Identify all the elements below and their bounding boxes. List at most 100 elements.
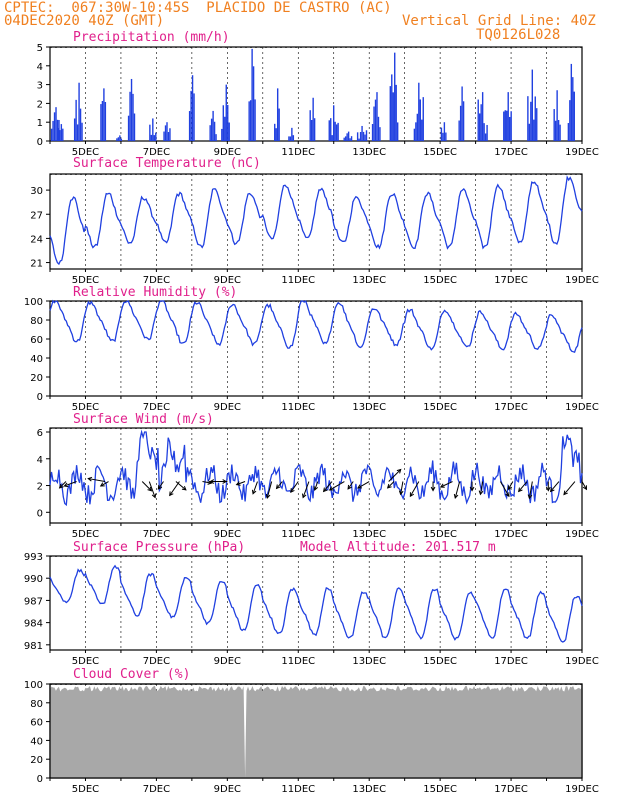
precip-bar: [81, 122, 83, 141]
cloud-ytick-label: 80: [30, 699, 43, 710]
wind-arrow-head: [99, 482, 105, 487]
wind-arrow-head: [235, 481, 241, 486]
wind-arrow-head: [453, 493, 459, 499]
humidity-xtick-label: 7DEC: [143, 402, 170, 413]
wind-arrow-shaft: [175, 481, 187, 491]
precip-xtick-label: 17DEC: [494, 147, 528, 158]
wind-arrow-head: [275, 484, 281, 490]
wind-arrow-head: [290, 488, 295, 494]
cloud-ytick-label: 20: [30, 755, 43, 766]
precip-bar: [210, 118, 213, 141]
precip-bar: [60, 124, 63, 141]
humidity-xtick-label: 13DEC: [352, 402, 386, 413]
precip-bar: [376, 92, 378, 141]
wind-arrow-shaft: [387, 481, 395, 489]
precip-bar: [132, 93, 134, 141]
wind-line: [49, 429, 583, 507]
precip-bar: [419, 99, 421, 141]
precip-bar: [481, 92, 484, 141]
wind-arrow-head: [347, 484, 352, 490]
precip-ytick-label: 2: [37, 99, 43, 110]
precip-bar: [252, 66, 255, 141]
precip-bar: [478, 113, 481, 141]
temperature-xtick-label: 17DEC: [494, 275, 528, 286]
precip-bar: [421, 119, 423, 141]
wind-arrow-head: [147, 486, 153, 492]
precip-xtick-label: 5DEC: [72, 147, 99, 158]
temperature-xtick-label: 19DEC: [565, 275, 599, 286]
humidity-xtick-label: 5DEC: [72, 402, 99, 413]
cloud-xtick-label: 7DEC: [143, 784, 170, 795]
precip-bar: [418, 82, 420, 141]
cloud-xtick-label: 13DEC: [352, 784, 386, 795]
precip-bar: [528, 123, 531, 141]
precip-bar: [337, 122, 339, 141]
precip-ytick-label: 1: [37, 118, 43, 129]
wind-arrow-shaft: [64, 481, 77, 487]
humidity-title: Relative Humidity (%): [73, 285, 238, 300]
cloud-frame-overlay: [49, 683, 583, 779]
temperature-ytick-label: 30: [30, 186, 43, 197]
precip-frame: [49, 46, 583, 142]
precip-bar: [130, 78, 133, 141]
precip-bar: [152, 118, 154, 141]
precip-bar: [119, 135, 121, 141]
wind-arrow-head: [301, 493, 307, 499]
temperature-xtick-label: 9DEC: [214, 275, 241, 286]
precip-bar: [57, 128, 60, 141]
precip-bar: [556, 90, 558, 141]
precip-ytick-label: 5: [37, 43, 43, 54]
wind-arrow-head: [265, 493, 271, 499]
precip-bar: [350, 136, 353, 141]
precip-bar: [344, 136, 347, 141]
precip-bar: [224, 116, 226, 141]
precip-bar: [335, 124, 338, 141]
precip-bar: [536, 108, 538, 141]
precip-bar: [371, 123, 374, 141]
pressure-ytick-label: 993: [24, 552, 43, 563]
precip-xtick-label: 13DEC: [352, 147, 386, 158]
temperature-ytick-label: 27: [30, 210, 43, 221]
precip-bar: [52, 120, 54, 141]
pressure-line: [49, 564, 583, 643]
precip-bar: [73, 118, 76, 141]
wind-arrow-shaft: [499, 481, 510, 497]
precip-bar: [153, 135, 155, 141]
cloud-ytick-label: 60: [30, 718, 43, 729]
wind-arrow-head: [322, 487, 328, 493]
temperature-ytick-label: 21: [30, 259, 43, 270]
wind-arrow-shaft: [357, 481, 370, 489]
cloud-xtick-label: 19DEC: [565, 784, 599, 795]
wind-arrow-head: [439, 483, 445, 488]
pressure-frame: [49, 555, 583, 651]
precip-bar: [56, 119, 59, 141]
humidity-ytick-label: 80: [30, 316, 43, 327]
wind-arrow-shaft: [518, 481, 528, 492]
wind-arrow-head: [430, 486, 436, 492]
wind-arrow-shaft: [507, 481, 514, 490]
precip-bar: [557, 120, 560, 141]
temperature-xtick-label: 13DEC: [352, 275, 386, 286]
precip-bar: [330, 118, 332, 141]
precip-bar: [120, 138, 123, 141]
precip-bar: [530, 101, 532, 141]
wind-ytick-label: 6: [37, 428, 43, 439]
precip-bar: [442, 132, 444, 141]
wind-arrow-head: [209, 479, 215, 484]
precip-bar: [334, 121, 336, 141]
wind-xtick-label: 5DEC: [72, 529, 99, 540]
precip-bar: [213, 121, 216, 141]
precip-bar: [374, 99, 377, 141]
wind-arrow-head: [313, 485, 319, 491]
wind-arrow-head: [478, 490, 484, 496]
precip-bar: [167, 132, 170, 141]
precip-bar: [248, 101, 250, 141]
wind-frame: [49, 427, 583, 524]
wind-arrow-head: [469, 486, 475, 492]
precip-bar: [356, 132, 359, 141]
wind-arrow-head: [518, 487, 523, 493]
precip-bar: [567, 123, 570, 141]
pressure-xtick-label: 17DEC: [494, 656, 528, 667]
precip-bar: [527, 96, 529, 141]
precip-xtick-label: 15DEC: [423, 147, 457, 158]
